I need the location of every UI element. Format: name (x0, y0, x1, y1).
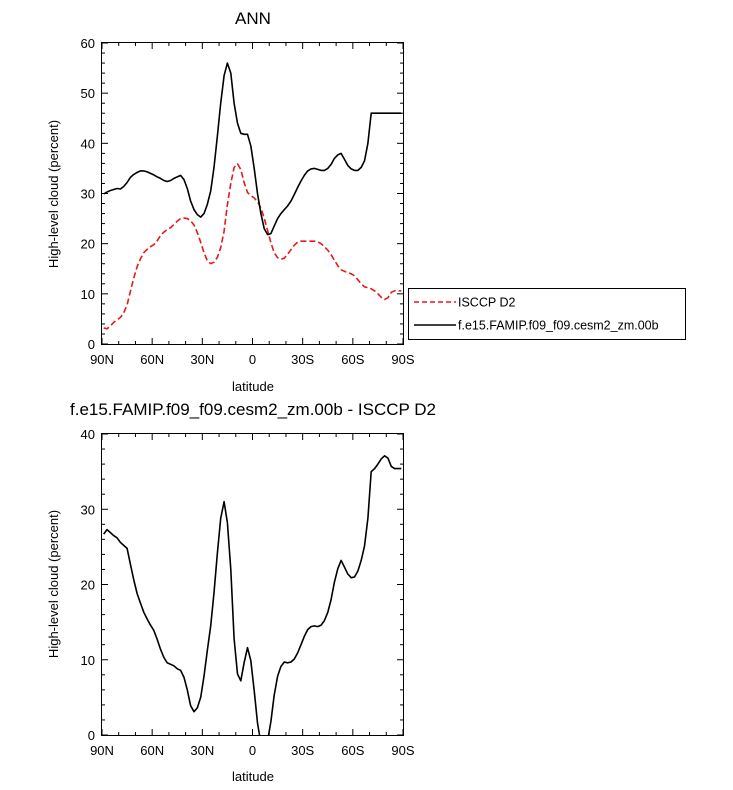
y-tick-label: 30 (81, 502, 95, 517)
x-tick-label: 90S (391, 352, 414, 367)
top-x-axis-label: latitude (232, 379, 274, 394)
x-tick-label: 90N (90, 743, 114, 758)
x-tick-label: 60N (140, 743, 164, 758)
y-tick-label: 30 (81, 187, 95, 202)
x-tick-label: 60N (140, 352, 164, 367)
y-tick-label: 0 (88, 337, 95, 352)
legend-label-isccp: ISCCP D2 (458, 296, 515, 310)
bottom-axis-ticks: 90N 60N 30N 0 30S 60S 90S 0 10 20 30 40 (81, 427, 415, 758)
panel-bottom: f.e15.FAMIP.f09_f09.cesm2_zm.00b - ISCCP… (46, 400, 436, 784)
bottom-plot-frame (101, 433, 404, 736)
bottom-x-axis-label: latitude (232, 769, 274, 784)
y-tick-label: 40 (81, 136, 95, 151)
x-tick-label: 60S (341, 352, 364, 367)
legend-label-model: f.e15.FAMIP.f09_f09.cesm2_zm.00b (458, 319, 659, 333)
top-plot-frame (101, 42, 404, 345)
x-tick-label: 30S (291, 743, 314, 758)
series-line-difference (103, 454, 402, 735)
legend: ISCCP D2 f.e15.FAMIP.f09_f09.cesm2_zm.00… (408, 288, 686, 340)
y-tick-label: 50 (81, 86, 95, 101)
y-tick-label: 20 (81, 578, 95, 593)
top-axis-ticks: 90N 60N 30N 0 30S 60S 90S 0 10 20 30 40 50 60 (81, 36, 415, 367)
top-y-axis-label: High-level cloud (percent) (46, 120, 61, 268)
y-tick-label: 10 (81, 287, 95, 302)
top-series-group (103, 62, 402, 330)
y-tick-label: 0 (88, 728, 95, 743)
series-line-f-e15-famip-f09-f09-cesm2-zm-00b (103, 62, 402, 236)
x-tick-label: 30N (190, 743, 214, 758)
y-tick-label: 60 (81, 36, 95, 51)
y-tick-label: 20 (81, 237, 95, 252)
y-tick-label: 10 (81, 653, 95, 668)
bottom-chart-title: f.e15.FAMIP.f09_f09.cesm2_zm.00b - ISCCP… (70, 400, 436, 419)
x-tick-label: 0 (249, 743, 256, 758)
top-chart-title: ANN (235, 9, 271, 28)
x-tick-label: 0 (249, 352, 256, 367)
x-tick-label: 90S (391, 743, 414, 758)
x-tick-label: 90N (90, 352, 114, 367)
x-tick-label: 30S (291, 352, 314, 367)
panel-top: ANN High-level cloud (percent) latitude … (46, 9, 415, 394)
x-tick-label: 30N (190, 352, 214, 367)
y-tick-label: 40 (81, 427, 95, 442)
x-tick-label: 60S (341, 743, 364, 758)
bottom-series-group (103, 454, 402, 735)
series-line-isccp-d2 (103, 163, 402, 330)
legend-box (408, 288, 686, 340)
bottom-y-axis-label: High-level cloud (percent) (46, 510, 61, 658)
